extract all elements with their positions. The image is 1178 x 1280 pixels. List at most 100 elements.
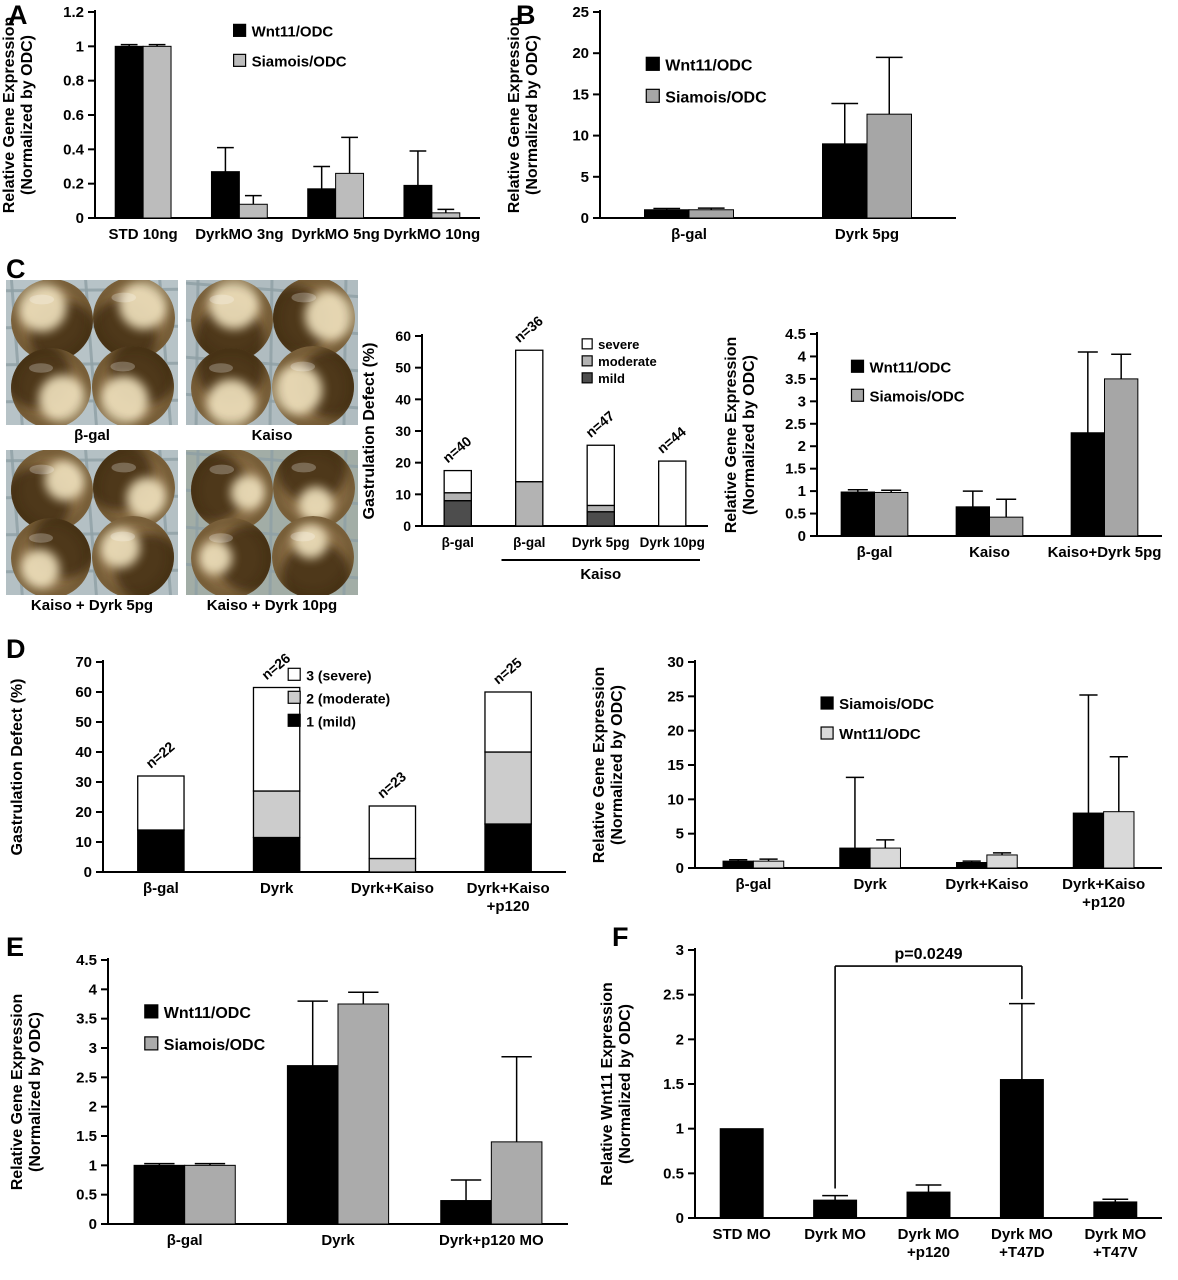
x-category-label: STD MO bbox=[713, 1226, 772, 1243]
y-tick-label: 4.5 bbox=[785, 326, 806, 343]
embryo-photo-svg bbox=[186, 280, 358, 425]
panel-label-c: C bbox=[6, 254, 26, 284]
x-category-label: β-gal bbox=[442, 535, 474, 550]
y-axis-label: (Normalized by ODC) bbox=[741, 355, 758, 515]
legend-swatch bbox=[850, 359, 865, 373]
bar-segment bbox=[443, 492, 472, 502]
y-tick-label: 2 bbox=[89, 1099, 97, 1116]
y-tick-label: 0 bbox=[798, 528, 806, 545]
embryo-photo-svg bbox=[6, 280, 178, 425]
bar bbox=[238, 203, 268, 219]
x-category-label: Dyrk MO bbox=[991, 1226, 1053, 1243]
y-axis-label: (Normalized by ODC) bbox=[27, 1012, 44, 1172]
x-category-label: +p120 bbox=[487, 898, 530, 915]
bar-segment bbox=[137, 829, 185, 873]
chartE-svg: Relative Gene Expression (Normalized by O… bbox=[9, 952, 568, 1249]
photo-label-bgal: β-gal bbox=[74, 427, 110, 444]
bar bbox=[722, 860, 754, 869]
y-tick-label: 2 bbox=[798, 438, 806, 455]
chart-f-wnt11-expression: Relative Wnt11 Expression (Normalized by … bbox=[598, 928, 1178, 1280]
y-axis-label: (Normalized by ODC) bbox=[524, 35, 541, 195]
bar bbox=[906, 1191, 951, 1219]
x-category-label: DyrkMO 10ng bbox=[384, 226, 481, 243]
y-tick-label: 30 bbox=[75, 774, 92, 791]
x-category-label: DyrkMO 5ng bbox=[291, 226, 379, 243]
bar-segment bbox=[586, 504, 615, 513]
x-category-label: Dyrk 10pg bbox=[640, 535, 705, 550]
n-label: n=22 bbox=[143, 738, 178, 771]
bar bbox=[866, 113, 912, 219]
panel-label-f: F bbox=[612, 922, 629, 952]
y-tick-label: 3 bbox=[676, 942, 684, 959]
bar bbox=[403, 184, 433, 219]
y-tick-label: 1.5 bbox=[785, 461, 806, 478]
y-tick-label: 60 bbox=[395, 328, 411, 344]
y-tick-label: 2.5 bbox=[663, 987, 684, 1004]
y-axis-label: (Normalized by ODC) bbox=[19, 35, 36, 195]
bar-segment bbox=[252, 686, 301, 792]
photo-label-kaiso-dyrk5: Kaiso + Dyrk 5pg bbox=[30, 597, 154, 614]
chart-c-gastrulation-defect: Gastrulation Defect (%) 0 10 20 30 40 50 60 n=40… bbox=[360, 302, 722, 596]
bar-segment bbox=[252, 836, 301, 873]
bar bbox=[337, 1003, 390, 1225]
legend-swatch bbox=[144, 1036, 159, 1051]
y-tick-label: 2.5 bbox=[785, 416, 806, 433]
legend-label: 3 (severe) bbox=[306, 667, 371, 683]
bar-segment bbox=[484, 751, 532, 825]
bar bbox=[719, 1128, 764, 1219]
n-label: n=25 bbox=[490, 654, 525, 687]
x-category-label: β-gal bbox=[143, 880, 179, 897]
bar bbox=[999, 1079, 1044, 1219]
bar bbox=[335, 172, 365, 219]
y-tick-label: 0 bbox=[76, 210, 84, 227]
bar bbox=[874, 491, 909, 537]
y-tick-label: 25 bbox=[572, 4, 589, 21]
bar-segment bbox=[368, 805, 417, 860]
x-category-label: β-gal bbox=[857, 544, 893, 561]
y-tick-label: 50 bbox=[395, 360, 411, 376]
legend-label: Siamois/ODC bbox=[870, 388, 965, 405]
chartC2-svg: Relative Gene Expression (Normalized by O… bbox=[723, 326, 1162, 561]
bar bbox=[142, 45, 172, 219]
panel-label-e: E bbox=[6, 932, 25, 962]
bar bbox=[955, 506, 990, 537]
bar-segment bbox=[658, 460, 687, 527]
x-category-label: Dyrk+Kaiso bbox=[351, 880, 434, 897]
x-category-label: β-gal bbox=[671, 226, 707, 243]
legend-label: Siamois/ODC bbox=[252, 53, 347, 70]
y-tick-label: 0 bbox=[676, 1210, 684, 1227]
bar bbox=[813, 1199, 858, 1219]
legend-swatch bbox=[287, 690, 301, 704]
n-label: n=40 bbox=[439, 433, 474, 466]
y-tick-label: 10 bbox=[75, 834, 92, 851]
bar bbox=[1104, 378, 1139, 537]
y-tick-label: 1.2 bbox=[63, 4, 84, 21]
bar bbox=[869, 847, 901, 869]
bar-segment bbox=[137, 775, 185, 831]
y-tick-label: 1 bbox=[798, 483, 806, 500]
panel-label-d: D bbox=[6, 634, 26, 664]
bar-segment bbox=[368, 857, 417, 873]
bar bbox=[440, 1200, 492, 1225]
x-category-label: Dyrk MO bbox=[1084, 1226, 1146, 1243]
chart-b-gene-expression: Relative Gene Expression (Normalized by O… bbox=[505, 0, 970, 262]
y-tick-label: 10 bbox=[667, 791, 684, 808]
bar-segment bbox=[484, 823, 532, 873]
legend-label: Wnt11/ODC bbox=[164, 1005, 252, 1022]
x-category-label: Dyrk+p120 MO bbox=[439, 1232, 544, 1249]
y-tick-label: 1.5 bbox=[663, 1076, 684, 1093]
embryo bbox=[11, 518, 91, 595]
bar-segment bbox=[443, 500, 472, 527]
bar bbox=[644, 209, 690, 219]
y-tick-label: 40 bbox=[395, 391, 411, 407]
y-tick-label: 5 bbox=[581, 169, 589, 186]
chartF-svg: Relative Wnt11 Expression (Normalized by … bbox=[599, 942, 1162, 1261]
y-tick-label: 4 bbox=[798, 348, 807, 365]
x-category-label: Dyrk MO bbox=[898, 1226, 960, 1243]
bar bbox=[286, 1065, 339, 1225]
y-tick-label: 0.5 bbox=[76, 1187, 97, 1204]
legend-label: mild bbox=[598, 371, 625, 386]
y-tick-label: 1 bbox=[676, 1121, 684, 1138]
bar bbox=[1093, 1201, 1138, 1219]
x-category-label: Dyrk+Kaiso bbox=[1062, 876, 1145, 893]
